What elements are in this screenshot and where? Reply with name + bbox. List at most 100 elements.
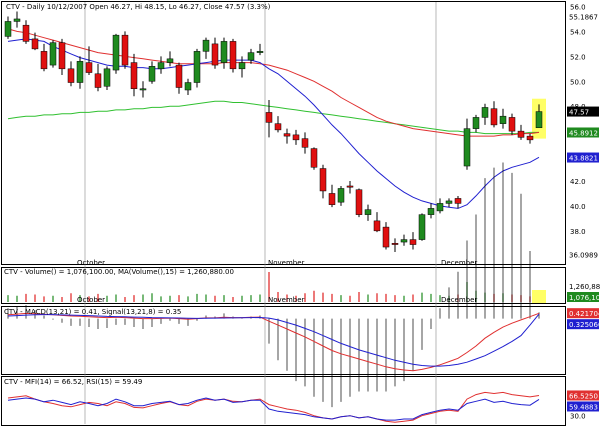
candle-body bbox=[283, 133, 291, 137]
last-close-label: 47.57 bbox=[569, 109, 589, 117]
month-label-october-price: October bbox=[77, 259, 105, 267]
candle-body bbox=[364, 209, 372, 215]
mfi-panel-title: CTV - MFI(14) = 66.52, RSI(15) = 59.49 bbox=[4, 378, 142, 386]
macd-panel: 0.421704 0.325066 bbox=[7, 162, 600, 408]
candle-body bbox=[85, 62, 93, 73]
mfi-line bbox=[7, 391, 540, 423]
candle-body bbox=[247, 52, 255, 61]
candle-body bbox=[31, 38, 39, 50]
candle-body bbox=[274, 123, 282, 131]
candle-body bbox=[535, 111, 543, 129]
candle-body bbox=[472, 117, 480, 129]
last-volume-highlight bbox=[532, 290, 546, 303]
price-tick-label: 56.0 bbox=[570, 3, 586, 11]
volume-last-label: 1,076,100 bbox=[569, 294, 600, 302]
candle-body bbox=[346, 185, 354, 188]
price-tick-label: 42.0 bbox=[570, 178, 586, 186]
candle-body bbox=[337, 188, 345, 203]
candle-body bbox=[517, 130, 525, 138]
candle-body bbox=[139, 88, 147, 91]
candle-body bbox=[67, 68, 75, 83]
volume-panel-title: CTV - Volume() = 1,076,100.00, MA(Volume… bbox=[4, 268, 234, 276]
rsi-last-label-box bbox=[567, 401, 599, 412]
chart-title: CTV - Daily 10/12/2007 Open 46.27, Hi 48… bbox=[6, 3, 271, 11]
candle-body bbox=[76, 61, 84, 83]
volume-ma-last-label: 1,260,880 bbox=[569, 283, 600, 291]
ma-short-line bbox=[7, 38, 540, 209]
price-top-label: 55.1867 bbox=[569, 14, 598, 22]
candle-body bbox=[202, 39, 210, 52]
price-tick-label: 40.0 bbox=[570, 203, 586, 211]
candle-body bbox=[40, 51, 48, 70]
mfi-tick-label: 30.0 bbox=[570, 413, 586, 421]
price-panel: 36.038.040.042.044.046.048.050.052.054.0… bbox=[4, 3, 599, 261]
signal-last-label: 0.325066 bbox=[569, 321, 600, 329]
ma-long-last-label: 45.8912 bbox=[569, 129, 598, 137]
ma-short-last-label-box bbox=[567, 152, 599, 163]
candle-body bbox=[391, 243, 399, 245]
candle-body bbox=[148, 66, 156, 82]
volume-last-label-box bbox=[567, 292, 599, 302]
candle-body bbox=[238, 62, 246, 70]
candle-body bbox=[382, 226, 390, 248]
last-close-label-box bbox=[567, 106, 599, 117]
month-label-december: December bbox=[441, 296, 477, 304]
candle-body bbox=[193, 51, 201, 83]
candle-body bbox=[121, 34, 129, 66]
macd-panel-frame bbox=[1, 306, 566, 375]
candle-body bbox=[373, 220, 381, 232]
price-tick-label: 38.0 bbox=[570, 228, 586, 236]
candle-body bbox=[229, 41, 237, 70]
candle-body bbox=[166, 58, 174, 63]
signal-last-label-box bbox=[567, 319, 599, 330]
candle-body bbox=[400, 239, 408, 243]
candle-body bbox=[103, 68, 111, 87]
candle-body bbox=[481, 107, 489, 118]
rsi-last-label: 59.4883 bbox=[569, 403, 598, 411]
candle-body bbox=[220, 41, 228, 63]
candle-body bbox=[112, 34, 120, 71]
month-separators bbox=[84, 2, 437, 424]
candle-body bbox=[211, 43, 219, 66]
ma-mid-line bbox=[7, 28, 540, 137]
macd-line bbox=[7, 312, 540, 372]
month-label-november-price: November bbox=[268, 259, 305, 267]
volume-ma-last-label-box bbox=[567, 281, 599, 291]
candle-body bbox=[310, 148, 318, 168]
candle-body bbox=[526, 135, 534, 141]
candle-body bbox=[427, 208, 435, 215]
candle-body bbox=[328, 193, 336, 205]
candle-body bbox=[256, 51, 264, 53]
macd-signal-line bbox=[7, 313, 540, 367]
candle-body bbox=[94, 73, 102, 88]
candle-body bbox=[355, 189, 363, 215]
macd-last-label: 0.421704 bbox=[569, 310, 600, 318]
candle-body bbox=[436, 203, 444, 212]
mfi-last-label-box bbox=[567, 390, 599, 401]
mfi-last-label: 66.5250 bbox=[569, 392, 598, 400]
month-label-november: November bbox=[268, 296, 305, 304]
ma-long-last-label-box bbox=[567, 127, 599, 138]
price-tick-label: 50.0 bbox=[570, 78, 586, 86]
candle-body bbox=[499, 115, 507, 124]
candle-body bbox=[409, 239, 417, 245]
month-label-october: October bbox=[77, 296, 105, 304]
candle-body bbox=[265, 112, 273, 123]
candle-body bbox=[508, 117, 516, 132]
rsi-line bbox=[7, 397, 540, 421]
candle-body bbox=[463, 128, 471, 167]
candle-body bbox=[49, 42, 57, 66]
volume-panel-frame bbox=[1, 267, 566, 304]
candle-body bbox=[22, 24, 30, 42]
mfi-panel-frame bbox=[1, 376, 566, 426]
candle-body bbox=[418, 214, 426, 240]
candle-body bbox=[454, 198, 462, 204]
ma-long-line bbox=[7, 100, 539, 135]
candle-body bbox=[292, 134, 300, 141]
month-label-december-price: December bbox=[441, 259, 477, 267]
candle-body bbox=[130, 62, 138, 90]
candle-body bbox=[58, 42, 66, 70]
price-tick-label: 52.0 bbox=[570, 53, 586, 61]
